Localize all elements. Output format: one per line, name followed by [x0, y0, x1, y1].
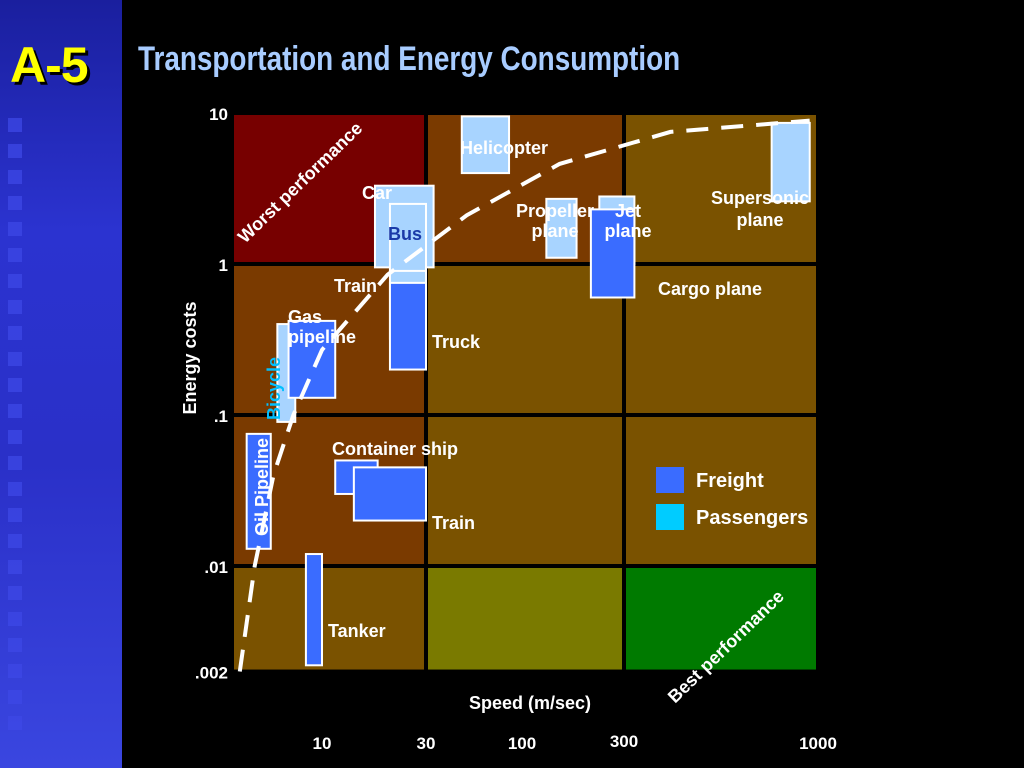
performance-band: [428, 417, 622, 564]
box-tanker: [304, 553, 324, 667]
performance-band: [234, 568, 424, 670]
x-tick-label: 30: [417, 734, 436, 753]
sidebar-square: [8, 612, 22, 626]
sidebar-square: [8, 144, 22, 158]
box-propeller-plane: [545, 197, 578, 259]
sidebar-square: [8, 378, 22, 392]
label-car: Car: [362, 183, 392, 203]
box-helicopter: [460, 115, 511, 175]
sidebar-square: [8, 456, 22, 470]
y-tick-label: .01: [204, 558, 228, 577]
sidebar-square: [8, 404, 22, 418]
box-gas-pipeline: [287, 319, 337, 399]
legend-swatch-passengers: [656, 504, 684, 530]
y-tick-label: 10: [209, 105, 228, 124]
performance-band: [428, 115, 622, 262]
sidebar-decoration: [0, 0, 122, 768]
sidebar-square: [8, 560, 22, 574]
axis-labels: 10 30 100 300 1000 10 1 .1 .01 .002 Speed (m/sec) E…: [180, 105, 837, 753]
sidebar-square: [8, 482, 22, 496]
x-tick-label: 300: [610, 732, 638, 751]
y-tick-label: 1: [219, 256, 228, 275]
x-tick-label: 10: [313, 734, 332, 753]
performance-band: [428, 568, 622, 670]
sidebar-squares: [8, 118, 28, 742]
sidebar-square: [8, 716, 22, 730]
label-cargo-plane: Cargo plane: [658, 279, 762, 299]
sidebar-square: [8, 352, 22, 366]
label-bus: Bus: [388, 224, 422, 244]
sidebar-square: [8, 196, 22, 210]
y-tick-label: .1: [214, 407, 228, 426]
sidebar-square: [8, 170, 22, 184]
sidebar-square: [8, 248, 22, 262]
box-truck: [388, 281, 428, 371]
label-oil-pipeline: Oil Pipeline: [252, 438, 272, 536]
legend: Freight Passengers: [656, 467, 808, 530]
sidebar-square: [8, 300, 22, 314]
legend-swatch-freight: [656, 467, 684, 493]
label-propeller-plane: Propeller plane: [516, 201, 594, 241]
label-train: Train: [432, 513, 475, 533]
slide-number: A-5: [10, 37, 89, 93]
legend-label-passengers: Passengers: [696, 507, 808, 529]
box-cargo-plane: [589, 208, 636, 299]
transport-boxes: [245, 115, 811, 667]
x-tick-label: 100: [508, 734, 536, 753]
sidebar-square: [8, 638, 22, 652]
sidebar-square: [8, 534, 22, 548]
trend-curve: [237, 118, 810, 672]
slide-title: Transportation and Energy Consumption: [138, 40, 681, 78]
sidebar-square: [8, 508, 22, 522]
sidebar-square: [8, 664, 22, 678]
label-container-ship: Container ship: [332, 439, 458, 459]
label-jet-plane: Jet plane: [604, 201, 651, 241]
label-truck: Truck: [432, 332, 481, 352]
sidebar-square: [8, 118, 22, 132]
legend-label-freight: Freight: [696, 470, 764, 492]
x-tick-label: 1000: [799, 734, 837, 753]
sidebar-square: [8, 690, 22, 704]
box-train: [352, 466, 428, 522]
label-gas-pipeline: Gas pipeline: [288, 307, 356, 347]
sidebar-square: [8, 326, 22, 340]
label-train: Train: [334, 276, 377, 296]
performance-band: [428, 266, 622, 413]
label-bicycle: Bicycle: [264, 357, 284, 420]
y-axis-title: Energy costs: [180, 301, 200, 414]
label-supersonic-plane: Supersonic plane: [711, 188, 809, 230]
performance-band: [626, 266, 816, 413]
label-tanker: Tanker: [328, 621, 386, 641]
x-axis-title: Speed (m/sec): [469, 693, 591, 713]
label-helicopter: Helicopter: [460, 138, 548, 158]
performance-band: [626, 568, 816, 670]
y-tick-label: .002: [195, 664, 228, 683]
box-oil-pipeline: [245, 432, 272, 550]
box-supersonic-plane: [770, 121, 811, 203]
sidebar-square: [8, 430, 22, 444]
sidebar-square: [8, 274, 22, 288]
sidebar-square: [8, 586, 22, 600]
sidebar-square: [8, 222, 22, 236]
